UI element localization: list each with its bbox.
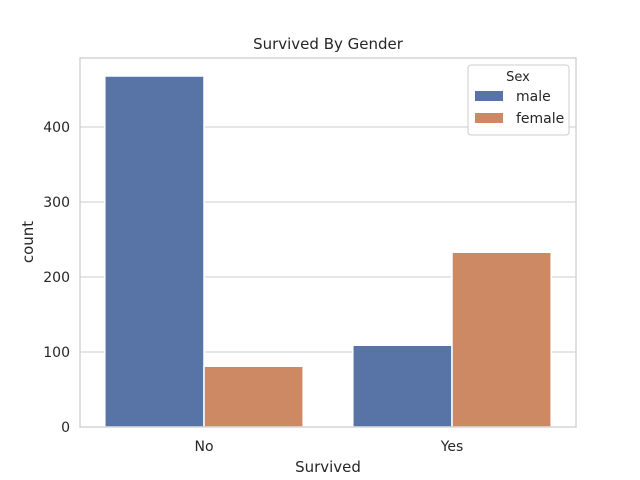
legend-label-female: female	[516, 111, 564, 127]
legend-swatch-male	[475, 91, 503, 101]
legend-title: Sex	[506, 70, 530, 85]
bar-male-no	[104, 75, 205, 428]
y-axis-label: count	[19, 221, 37, 263]
x-tick-label: No	[194, 439, 213, 455]
plot-frame	[79, 57, 577, 428]
legend-label-male: male	[516, 89, 551, 105]
tick-labels: 0 100 200 300 400 No Yes	[43, 120, 463, 455]
y-tick-label: 300	[43, 195, 70, 211]
bar-female-no	[203, 365, 304, 428]
bar-female-yes	[451, 251, 552, 428]
x-tick-label: Yes	[440, 439, 464, 455]
chart-title: Survived By Gender	[253, 35, 404, 53]
legend-swatch-female	[475, 113, 503, 123]
y-tick-label: 400	[43, 120, 70, 136]
y-tick-label: 0	[61, 420, 70, 436]
bars	[104, 75, 552, 428]
y-tick-label: 200	[43, 270, 70, 286]
y-tick-label: 100	[43, 345, 70, 361]
x-axis-label: Survived	[295, 458, 361, 476]
legend: Sex male female	[467, 64, 570, 136]
bar-male-yes	[352, 344, 453, 428]
